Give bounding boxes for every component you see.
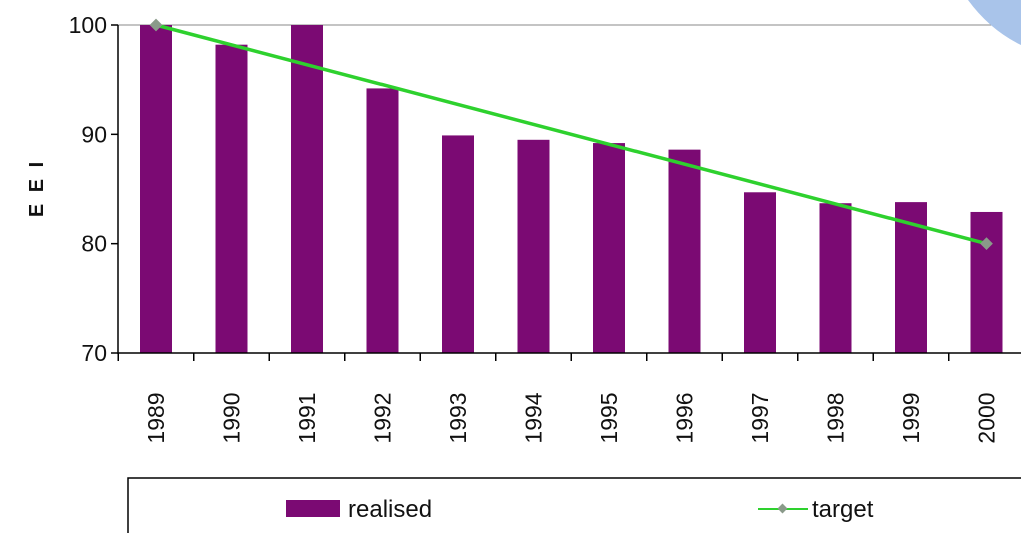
y-axis: 70 80 90 100 — [69, 12, 119, 366]
x-tick-label-1989: 1989 — [143, 392, 169, 443]
y-tick-label-70: 70 — [81, 340, 107, 366]
x-tick-label-2000: 2000 — [974, 392, 1000, 443]
x-tick-label-1995: 1995 — [596, 392, 622, 443]
y-axis-label: E E I — [26, 159, 48, 217]
bar-1994 — [517, 139, 550, 353]
x-tick-label-1997: 1997 — [747, 392, 773, 443]
y-tick-label-80: 80 — [81, 231, 107, 257]
decorative-corner-shape — [968, 0, 1021, 45]
legend-box — [127, 477, 1021, 533]
legend-swatch-realised — [286, 500, 340, 517]
bar-1992 — [366, 88, 399, 353]
bar-1991 — [291, 25, 323, 353]
legend-label-realised: realised — [348, 496, 432, 523]
x-tick-label-1999: 1999 — [898, 392, 924, 443]
legend: realised target — [127, 477, 1021, 533]
bar-1995 — [593, 143, 625, 353]
bar-1989 — [140, 25, 172, 353]
x-tick-label-1991: 1991 — [294, 392, 320, 443]
bar-1990 — [215, 44, 248, 354]
target-line — [155, 23, 987, 246]
legend-label-target: target — [812, 496, 874, 523]
bar-1997 — [744, 192, 776, 353]
x-tick-label-1990: 1990 — [219, 392, 245, 443]
bar-1998 — [819, 203, 852, 353]
x-tick-label-1994: 1994 — [521, 392, 547, 443]
x-tick-label-1998: 1998 — [823, 392, 849, 443]
bar-1993 — [442, 135, 474, 353]
x-axis: 1989 1990 1991 1992 1993 1994 1995 1996 1997 1998… — [117, 352, 1021, 444]
x-tick-label-1992: 1992 — [370, 392, 396, 443]
bar-1996 — [668, 149, 701, 353]
bar-2000 — [970, 211, 1003, 353]
target-marker-1989 — [149, 18, 163, 32]
legend-marker-target — [777, 503, 788, 514]
x-tick-label-1996: 1996 — [672, 392, 698, 443]
x-tick-label-1993: 1993 — [445, 392, 471, 443]
y-tick-label-90: 90 — [81, 121, 107, 147]
plot-area — [118, 18, 1021, 354]
y-tick-label-100: 100 — [69, 12, 107, 38]
